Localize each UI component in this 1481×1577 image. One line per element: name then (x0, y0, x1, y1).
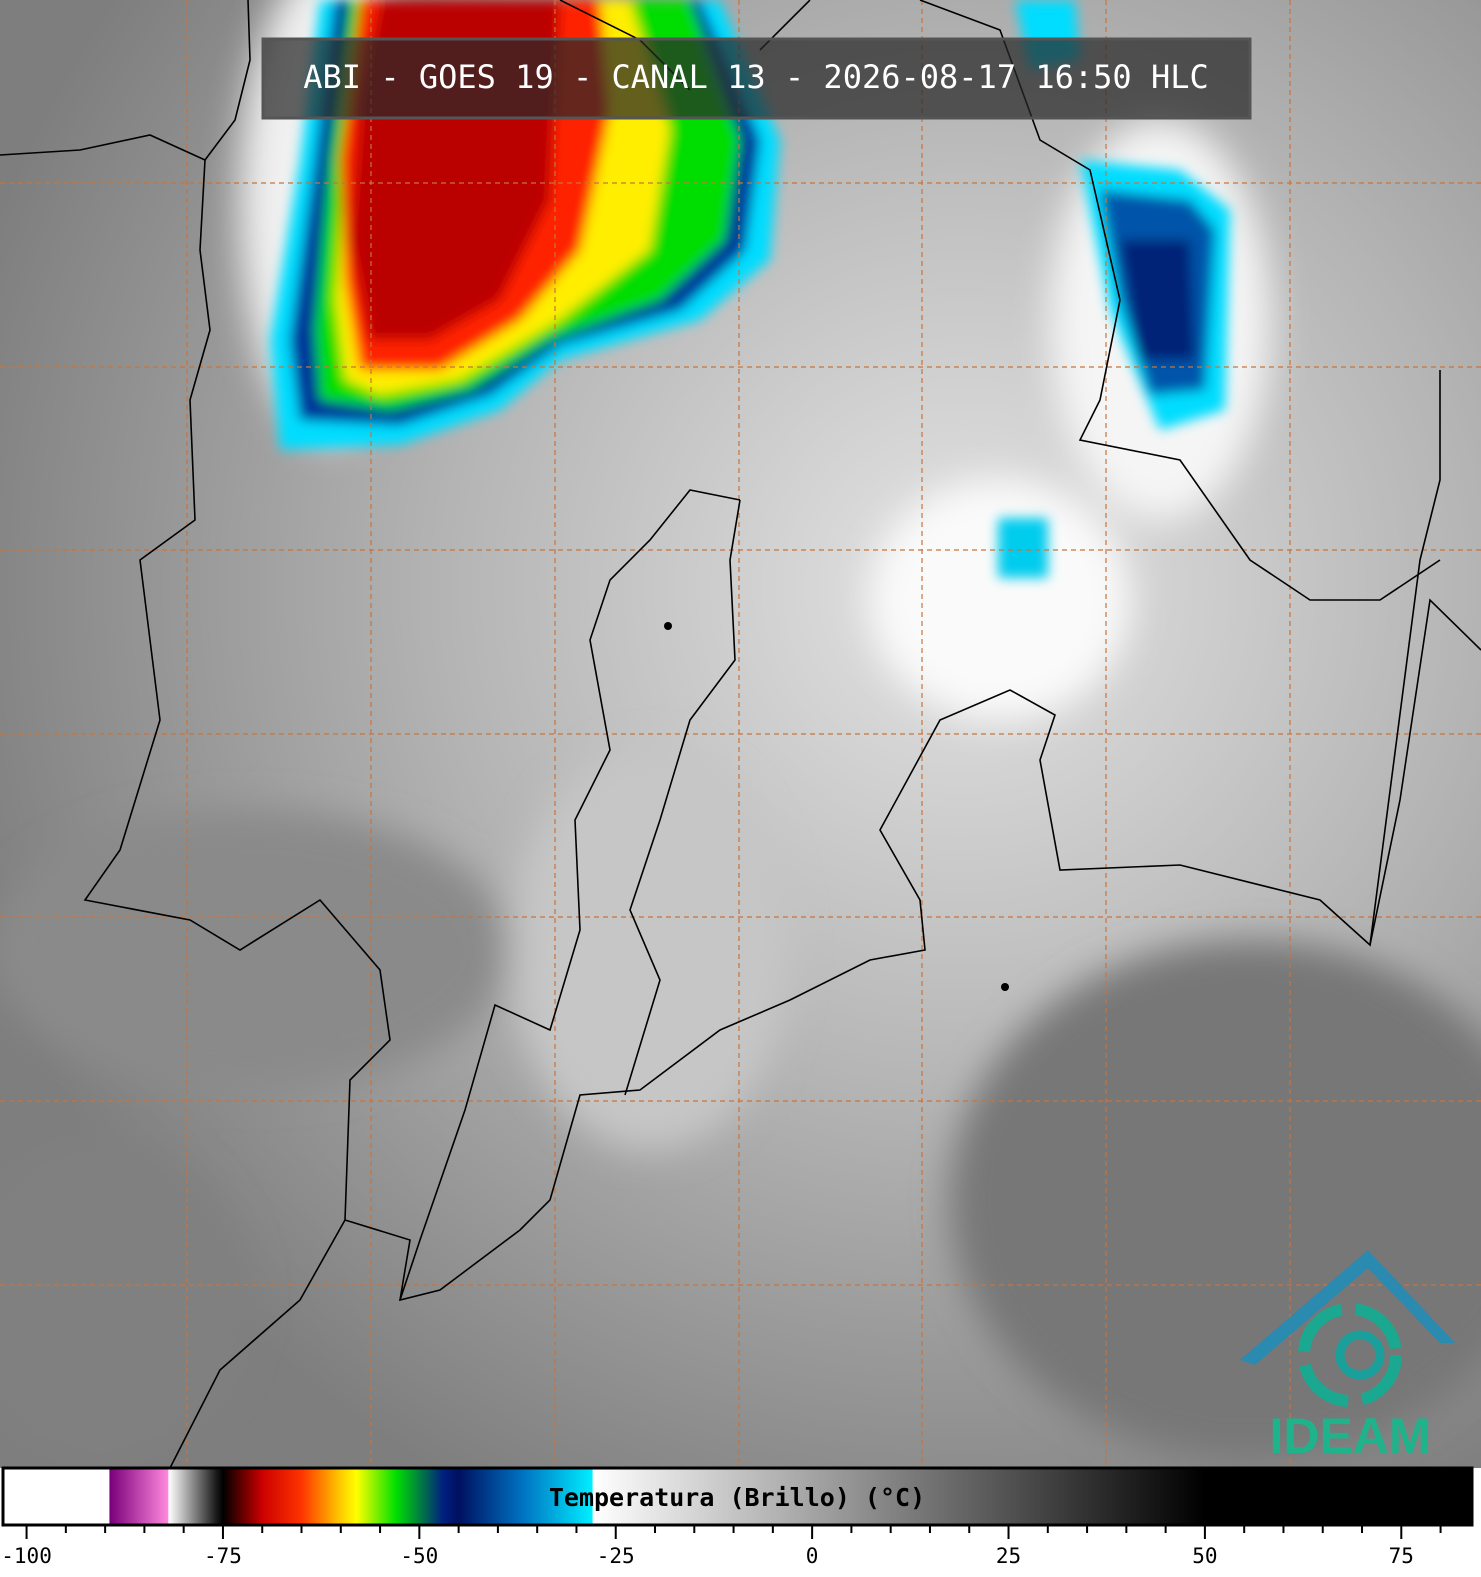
colorbar-label: Temperatura (Brillo) (°C) (549, 1483, 925, 1512)
city-marker (1001, 983, 1009, 991)
tick-label: 75 (1389, 1544, 1414, 1568)
tick-label: 25 (996, 1544, 1021, 1568)
tick-label: -75 (204, 1544, 242, 1568)
logo: IDEAM (1240, 1250, 1455, 1464)
tick-label: -25 (597, 1544, 635, 1568)
title-box: ABI - GOES 19 - CANAL 13 - 2026-08-17 16… (261, 37, 1252, 120)
tick-label: -50 (400, 1544, 438, 1568)
colorbar (1, 1466, 1474, 1527)
tick-label: 0 (806, 1544, 819, 1568)
logo-text: IDEAM (1269, 1408, 1430, 1464)
tick-label: -100 (1, 1544, 52, 1568)
grid (0, 0, 1481, 1468)
title: ABI - GOES 19 - CANAL 13 - 2026-08-17 16… (303, 58, 1208, 96)
city-marker (664, 622, 672, 630)
tick-label: 50 (1192, 1544, 1217, 1568)
